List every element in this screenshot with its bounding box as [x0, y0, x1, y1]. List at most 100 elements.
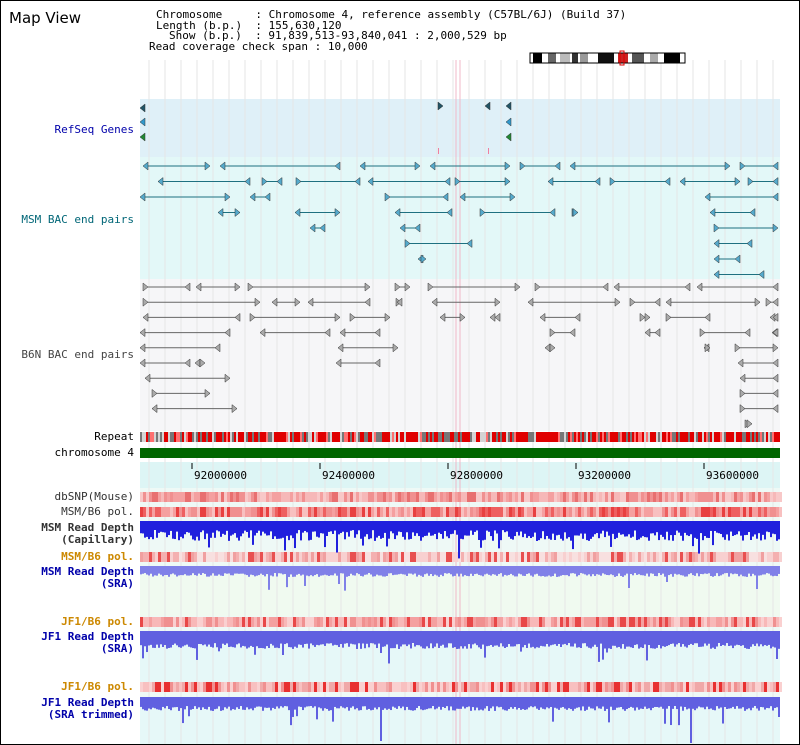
- depth-jf1-trim-bar: [634, 697, 636, 711]
- dbsnp-cell: [401, 492, 404, 502]
- bac-end-marker: [204, 388, 211, 398]
- repeat-element: [268, 432, 270, 442]
- jf1-pol-cell: [710, 617, 713, 627]
- jf1-pol-cell: [212, 617, 215, 627]
- dbsnp-cell: [416, 492, 419, 502]
- jf1-pol-trim-cell: [191, 682, 194, 692]
- msm-pol-sra-cell: [188, 552, 191, 562]
- depth-jf1-trim-bar: [774, 697, 776, 708]
- depth-capillary-bar: [594, 521, 596, 535]
- depth-sra-bar: [432, 566, 434, 577]
- depth-jf1-bar: [522, 631, 524, 648]
- repeat-element: [324, 432, 326, 442]
- depth-jf1-trim-bar: [514, 697, 516, 707]
- msm-pol-cell: [365, 507, 368, 517]
- jf1-pol-trim-cell: [776, 682, 779, 692]
- bac-end-marker: [765, 297, 772, 307]
- depth-sra-bar: [684, 566, 686, 577]
- msm-pol-cell: [263, 507, 266, 517]
- bac-end-marker: [772, 223, 779, 233]
- msm-pol-sra-cell: [482, 552, 485, 562]
- depth-sra-bar: [248, 566, 250, 577]
- jf1-pol-trim-cell: [374, 682, 377, 692]
- dbsnp-cell: [533, 492, 536, 502]
- dbsnp-cell: [347, 492, 350, 502]
- depth-jf1-trim-bar: [196, 697, 198, 709]
- jf1-pol-trim-cell: [725, 682, 728, 692]
- repeat-element: [424, 432, 426, 442]
- depth-jf1-trim-bar: [330, 697, 332, 711]
- depth-sra-bar: [530, 566, 532, 576]
- dbsnp-cell: [302, 492, 305, 502]
- dbsnp-cell: [710, 492, 713, 502]
- depth-jf1-trim-bar: [438, 697, 440, 707]
- depth-jf1-trim-bar: [518, 697, 520, 709]
- jf1-pol-trim-cell: [356, 682, 359, 692]
- depth-capillary-bar: [266, 521, 268, 536]
- bac-end-marker: [654, 297, 661, 307]
- depth-jf1-trim-bar: [256, 697, 258, 707]
- depth-spike: [380, 631, 382, 653]
- jf1-pol-cell: [320, 617, 323, 627]
- bac-end-marker: [442, 192, 449, 202]
- depth-jf1-bar: [260, 631, 262, 648]
- jf1-pol-trim-cell: [629, 682, 632, 692]
- jf1-pol-cell: [491, 617, 494, 627]
- msm-pol-sra-cell: [719, 552, 722, 562]
- repeat-element: [682, 432, 684, 442]
- depth-capillary-bar: [498, 521, 500, 549]
- depth-jf1-bar: [532, 631, 534, 647]
- depth-jf1-trim-bar: [670, 697, 672, 726]
- depth-jf1-trim-bar: [694, 697, 696, 711]
- jf1-pol-cell: [245, 617, 248, 627]
- msm-bac-label[interactable]: MSM BAC end pairs: [21, 213, 134, 226]
- jf1-pol-trim-cell: [167, 682, 170, 692]
- repeat-element: [638, 432, 640, 442]
- depth-capillary-bar: [148, 521, 150, 540]
- jf1-pol-trim-cell: [596, 682, 599, 692]
- jf1-pol-cell: [200, 617, 203, 627]
- repeat-element: [624, 432, 626, 442]
- depth-jf1-bar: [472, 631, 474, 645]
- depth-capillary-bar: [184, 521, 186, 535]
- depth-jf1-trim-bar: [288, 697, 290, 711]
- depth-sra-bar: [360, 566, 362, 576]
- msm-pol-sra-cell: [350, 552, 353, 562]
- depth-capillary-bar: [192, 521, 194, 540]
- depth-capillary-bar: [198, 521, 200, 541]
- depth-sra-bar: [620, 566, 622, 576]
- depth-jf1-bar: [288, 631, 290, 648]
- repeat-element: [426, 432, 428, 442]
- depth-jf1-trim-bar: [706, 697, 708, 707]
- dbsnp-cell: [620, 492, 623, 502]
- jf1-pol-cell: [182, 617, 185, 627]
- depth-jf1-bar: [422, 631, 424, 649]
- depth-capillary-bar: [762, 521, 764, 535]
- repeat-element: [432, 432, 434, 442]
- dbsnp-cell: [719, 492, 722, 502]
- depth-jf1-trim-bar: [236, 697, 238, 708]
- jf1-pol-cell: [278, 617, 281, 627]
- dbsnp-cell: [293, 492, 296, 502]
- depth-jf1-bar: [230, 631, 232, 647]
- bac-end-marker: [699, 328, 706, 338]
- depth-sra-bar: [172, 566, 174, 574]
- jf1-pol-cell: [272, 617, 275, 627]
- msm-pol-sra-cell: [425, 552, 428, 562]
- jf1-pol-cell: [557, 617, 560, 627]
- b6n-bac-label[interactable]: B6N BAC end pairs: [21, 348, 134, 361]
- depth-capillary-bar: [146, 521, 148, 537]
- depth-jf1-trim-bar: [672, 697, 674, 709]
- jf1-pol-trim-cell: [659, 682, 662, 692]
- jf1-pol-trim-cell: [329, 682, 332, 692]
- depth-jf1-bar: [252, 631, 254, 647]
- msm-pol-cell: [704, 507, 707, 517]
- refseq-genes-label[interactable]: RefSeq Genes: [54, 123, 134, 136]
- depth-sra-bar: [536, 566, 538, 574]
- msm-pol-sra-cell: [278, 552, 281, 562]
- depth-jf1-bar: [606, 631, 608, 653]
- msm-pol-sra-cell: [611, 552, 614, 562]
- msm-pol-sra-cell: [194, 552, 197, 562]
- depth-capillary-bar: [308, 521, 310, 541]
